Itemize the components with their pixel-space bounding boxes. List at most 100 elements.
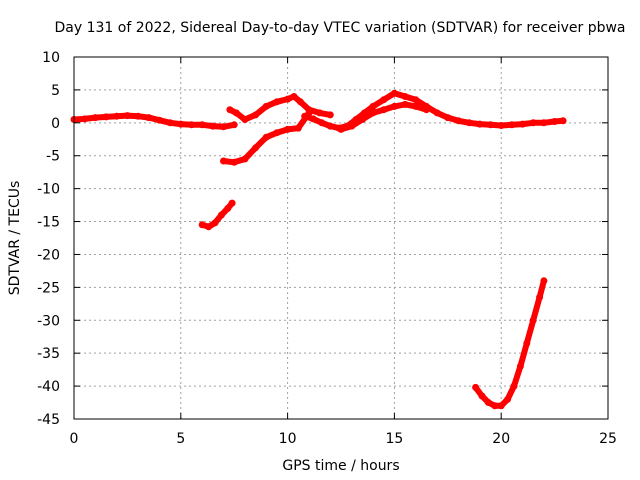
data-point <box>177 120 185 128</box>
data-point <box>491 402 499 410</box>
data-point <box>294 124 302 132</box>
y-tick-label: 5 <box>51 83 60 99</box>
data-point <box>81 115 89 123</box>
y-tick-label: -45 <box>37 412 60 428</box>
data-point <box>220 157 227 165</box>
data-point <box>326 111 334 119</box>
data-point <box>113 112 121 120</box>
data-point <box>230 158 238 166</box>
data-point <box>504 395 512 403</box>
data-point <box>318 119 326 127</box>
data-point <box>523 339 531 347</box>
data-point <box>516 362 524 370</box>
data-point <box>510 382 518 390</box>
y-tick-label: 10 <box>42 50 60 66</box>
data-point <box>476 120 484 128</box>
y-tick-label: -10 <box>37 182 60 198</box>
data-point <box>412 96 420 104</box>
data-point <box>230 121 238 129</box>
data-point <box>252 144 260 152</box>
data-point <box>284 95 292 103</box>
data-point <box>529 119 537 127</box>
y-tick-label: -35 <box>37 346 60 362</box>
x-tick-label: 0 <box>70 431 79 447</box>
x-tick-label: 10 <box>279 431 297 447</box>
data-point <box>390 102 398 110</box>
y-axis-label: SDTVAR / TECUs <box>7 181 23 296</box>
data-point <box>209 122 217 130</box>
data-point <box>497 122 505 129</box>
data-point <box>226 106 234 114</box>
data-point <box>273 98 281 106</box>
data-point <box>465 119 473 127</box>
y-tick-label: 0 <box>51 116 60 132</box>
data-point <box>487 121 494 129</box>
data-point <box>262 102 270 110</box>
data-point <box>232 109 240 117</box>
series-lower-branch <box>220 109 313 166</box>
data-point <box>198 221 206 229</box>
y-tick-label: -25 <box>37 280 60 296</box>
data-point <box>252 111 260 119</box>
plot-frame <box>73 56 609 420</box>
data-point <box>316 109 324 117</box>
data-point <box>551 118 559 125</box>
data-point <box>433 109 441 117</box>
data-point <box>422 106 430 114</box>
data-point <box>217 211 225 219</box>
data-point <box>309 115 317 123</box>
series-dip-and-rise-inner <box>337 100 430 133</box>
data-point <box>472 383 480 391</box>
data-point <box>102 113 110 121</box>
data-series <box>70 89 567 410</box>
data-point <box>301 112 309 120</box>
data-point <box>478 392 486 400</box>
data-point <box>536 293 544 301</box>
y-tick-label: -5 <box>46 149 60 165</box>
x-axis-label: GPS time / hours <box>282 458 399 474</box>
data-point <box>155 116 163 124</box>
data-point <box>401 100 409 108</box>
x-tick-label: 15 <box>385 431 403 447</box>
series-line <box>71 112 238 130</box>
chart-title: Day 131 of 2022, Sidereal Day-to-day VTE… <box>54 20 625 36</box>
y-tick-label: -40 <box>37 379 60 395</box>
data-point <box>220 123 227 131</box>
series-short-dip-segment <box>198 199 236 231</box>
data-point <box>484 399 492 406</box>
data-point <box>145 114 153 122</box>
data-point <box>380 106 388 114</box>
data-point <box>205 223 213 231</box>
data-point <box>166 119 174 127</box>
x-tick-label: 5 <box>176 431 185 447</box>
data-point <box>455 117 462 125</box>
y-tick-label: -20 <box>37 247 60 263</box>
ticks: 0 5 10 15 20 25 10 5 0 -5 -10 -15 -20 -25 -30 -35 -40 -45 <box>37 50 617 447</box>
data-point <box>284 125 292 133</box>
data-point <box>444 114 452 122</box>
data-point <box>262 133 270 141</box>
series-deep-dip <box>472 277 548 410</box>
data-point <box>188 121 195 129</box>
data-point <box>390 89 398 97</box>
x-tick-label: 20 <box>492 431 510 447</box>
grid <box>74 57 608 419</box>
y-tick-label: -30 <box>37 313 60 329</box>
data-point <box>241 116 249 123</box>
data-point <box>211 219 219 227</box>
data-point <box>241 155 249 163</box>
data-point <box>369 102 377 110</box>
data-point <box>497 402 505 410</box>
data-point <box>290 93 298 100</box>
data-point <box>224 204 232 212</box>
data-point <box>358 116 366 123</box>
series-main-trace <box>70 112 238 131</box>
data-point <box>296 98 304 106</box>
data-point <box>134 112 142 120</box>
data-point <box>540 277 548 285</box>
data-point <box>91 114 99 122</box>
series-dip-and-rise <box>301 89 567 132</box>
data-point <box>519 120 527 128</box>
data-point <box>508 121 516 129</box>
